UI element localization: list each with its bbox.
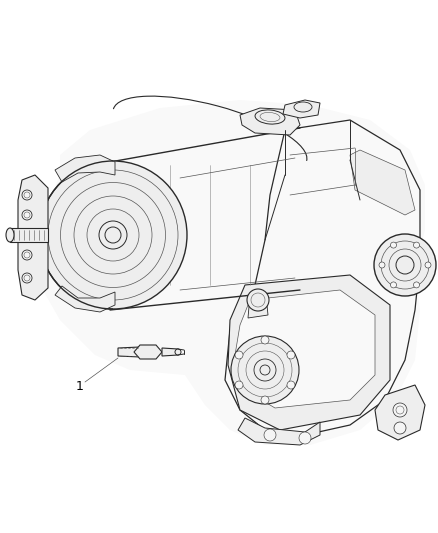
Polygon shape bbox=[38, 100, 425, 445]
Polygon shape bbox=[375, 385, 425, 440]
Circle shape bbox=[425, 262, 431, 268]
Ellipse shape bbox=[105, 227, 121, 243]
Ellipse shape bbox=[294, 102, 312, 112]
Circle shape bbox=[413, 282, 420, 288]
Circle shape bbox=[235, 381, 243, 389]
Ellipse shape bbox=[39, 161, 187, 309]
Circle shape bbox=[235, 351, 243, 359]
Polygon shape bbox=[118, 347, 140, 357]
Ellipse shape bbox=[6, 228, 14, 242]
Circle shape bbox=[394, 422, 406, 434]
Polygon shape bbox=[18, 175, 48, 300]
Circle shape bbox=[261, 336, 269, 344]
Ellipse shape bbox=[255, 110, 285, 124]
Polygon shape bbox=[238, 418, 320, 445]
Circle shape bbox=[22, 190, 32, 200]
Circle shape bbox=[413, 242, 420, 248]
Polygon shape bbox=[248, 295, 268, 318]
Circle shape bbox=[391, 242, 396, 248]
Ellipse shape bbox=[247, 289, 269, 311]
Circle shape bbox=[22, 210, 32, 220]
Circle shape bbox=[379, 262, 385, 268]
Circle shape bbox=[264, 429, 276, 441]
Ellipse shape bbox=[374, 234, 436, 296]
Ellipse shape bbox=[175, 349, 181, 355]
Circle shape bbox=[287, 351, 295, 359]
Circle shape bbox=[261, 396, 269, 404]
Polygon shape bbox=[225, 120, 420, 435]
Polygon shape bbox=[228, 275, 390, 430]
Ellipse shape bbox=[254, 359, 276, 381]
Polygon shape bbox=[10, 228, 48, 242]
Circle shape bbox=[22, 250, 32, 260]
Polygon shape bbox=[55, 155, 115, 182]
Circle shape bbox=[22, 273, 32, 283]
Polygon shape bbox=[283, 100, 320, 118]
Polygon shape bbox=[134, 345, 162, 359]
Ellipse shape bbox=[260, 365, 270, 375]
Ellipse shape bbox=[396, 256, 414, 274]
Polygon shape bbox=[162, 348, 178, 356]
Polygon shape bbox=[235, 290, 375, 408]
Circle shape bbox=[393, 403, 407, 417]
Ellipse shape bbox=[99, 221, 127, 249]
Polygon shape bbox=[55, 286, 115, 312]
Circle shape bbox=[299, 432, 311, 444]
Polygon shape bbox=[240, 108, 300, 135]
Ellipse shape bbox=[231, 336, 299, 404]
Circle shape bbox=[287, 381, 295, 389]
Polygon shape bbox=[350, 150, 415, 215]
Circle shape bbox=[391, 282, 396, 288]
Text: 1: 1 bbox=[76, 381, 84, 393]
